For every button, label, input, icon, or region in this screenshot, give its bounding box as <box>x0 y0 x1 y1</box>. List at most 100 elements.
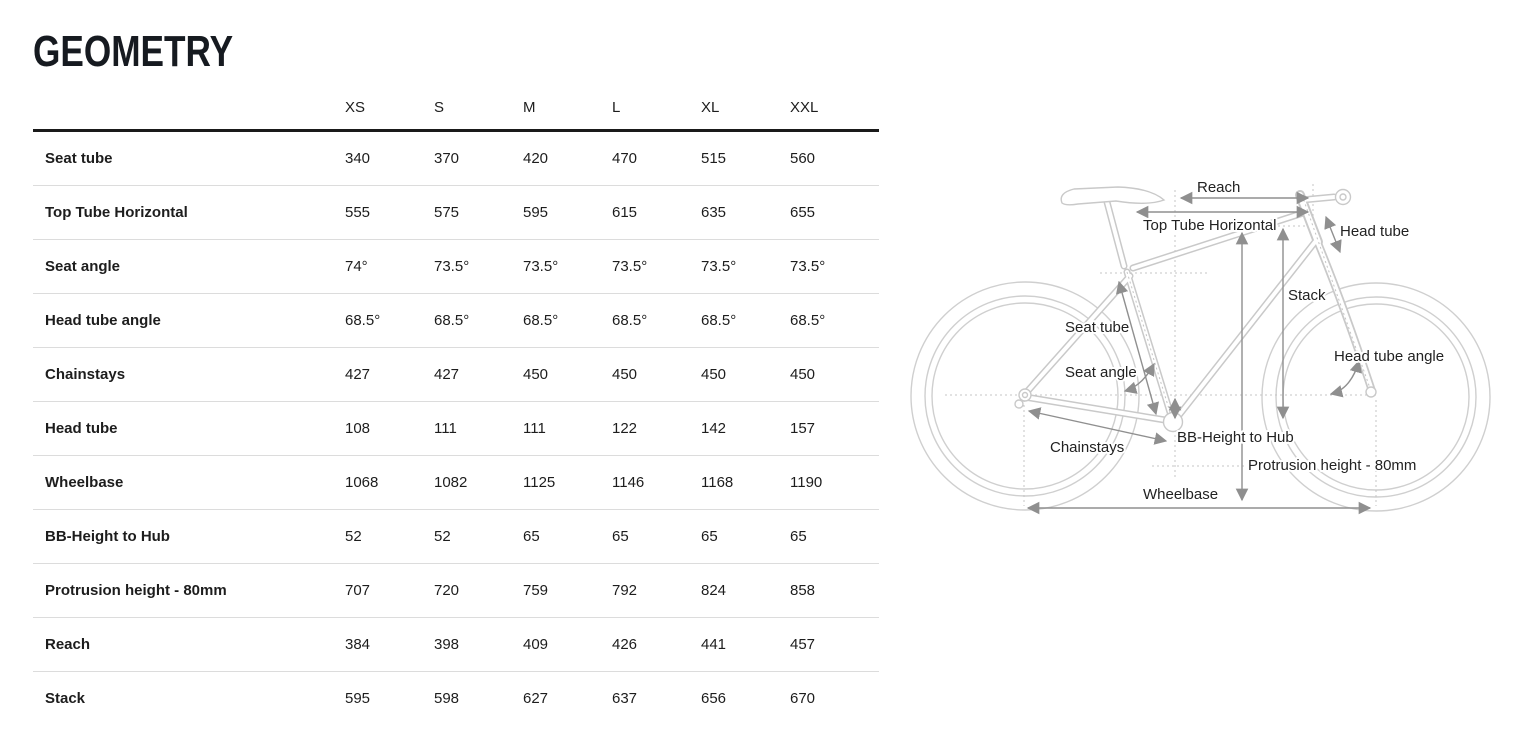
row-value: 595 <box>345 690 371 707</box>
row-label: Seat tube <box>45 150 113 167</box>
rear-hub-axle <box>1021 391 1029 399</box>
row-value: 398 <box>434 636 460 653</box>
diagram-label-head-tube: Head tube <box>1340 223 1409 240</box>
row-value: 73.5° <box>701 258 737 275</box>
diagram-label-head-tube-angle: Head tube angle <box>1334 348 1444 365</box>
row-value: 370 <box>434 150 460 167</box>
row-value: 65 <box>523 528 540 545</box>
row-label: Head tube angle <box>45 312 161 329</box>
row-value: 74° <box>345 258 368 275</box>
diagram-label-chainstays: Chainstays <box>1050 439 1124 456</box>
row-value: 670 <box>790 690 816 707</box>
table-row: BB-Height to Hub 52 52 65 65 65 65 <box>33 510 879 564</box>
diagram-label-protrusion-height: Protrusion height - 80mm <box>1248 457 1416 474</box>
diagram-label-stack: Stack <box>1288 287 1326 304</box>
table-row: Chainstays 427 427 450 450 450 450 <box>33 348 879 402</box>
table-row: Protrusion height - 80mm 707 720 759 792 824 8… <box>33 564 879 618</box>
row-value: 1168 <box>701 474 734 491</box>
row-label: Protrusion height - 80mm <box>45 582 227 599</box>
row-value: 52 <box>345 528 362 545</box>
table-row: Wheelbase 1068 1082 1125 1146 1168 1190 <box>33 456 879 510</box>
row-value: 73.5° <box>612 258 648 275</box>
row-value: 792 <box>612 582 638 599</box>
row-value: 68.5° <box>701 312 737 329</box>
row-value: 1190 <box>790 474 823 491</box>
row-value: 65 <box>701 528 718 545</box>
chainstays-arrow <box>1027 407 1168 445</box>
row-value: 68.5° <box>434 312 470 329</box>
row-value: 637 <box>612 690 638 707</box>
row-value: 615 <box>612 204 638 221</box>
row-value: 655 <box>790 204 816 221</box>
row-value: 759 <box>523 582 549 599</box>
row-value: 420 <box>523 150 549 167</box>
row-value: 340 <box>345 150 371 167</box>
row-label: Chainstays <box>45 366 126 383</box>
table-row: Seat angle 74° 73.5° 73.5° 73.5° 73.5° 73.5° <box>33 240 879 294</box>
column-header: XL <box>701 98 720 116</box>
row-value: 73.5° <box>790 258 826 275</box>
row-label: BB-Height to Hub <box>45 528 170 545</box>
row-value: 824 <box>701 582 727 599</box>
column-header: S <box>434 98 445 116</box>
row-value: 68.5° <box>345 312 381 329</box>
diagram-labels: Reach Top Tube Horizontal Head tube Stac… <box>1048 177 1446 505</box>
row-value: 450 <box>701 366 727 383</box>
row-value: 707 <box>345 582 371 599</box>
diagram-label-bb-height-to-hub: BB-Height to Hub <box>1177 429 1294 446</box>
row-value: 111 <box>523 420 546 437</box>
column-header: XS <box>345 98 366 116</box>
row-value: 858 <box>790 582 816 599</box>
table-row: Reach 384 398 409 426 441 457 <box>33 618 879 672</box>
diagram-label-top-tube-horizontal: Top Tube Horizontal <box>1143 217 1276 234</box>
row-value: 68.5° <box>612 312 648 329</box>
row-label: Reach <box>45 636 91 653</box>
row-label: Head tube <box>45 420 118 437</box>
row-value: 555 <box>345 204 371 221</box>
diagram-label-reach: Reach <box>1197 179 1240 196</box>
table-row: Seat tube 340 370 420 470 515 560 <box>33 132 879 186</box>
geometry-table: XS S M L XL XXL Seat tube 340 370 420 470 515 560 To… <box>33 85 879 725</box>
row-value: 65 <box>790 528 807 545</box>
row-value: 108 <box>345 420 371 437</box>
table-row: Head tube angle 68.5° 68.5° 68.5° 68.5° 68.5°… <box>33 294 879 348</box>
dimension-arrows <box>1026 191 1372 515</box>
table-row: Stack 595 598 627 637 656 670 <box>33 672 879 725</box>
row-value: 441 <box>701 636 727 653</box>
diagram-label-seat-tube: Seat tube <box>1065 319 1129 336</box>
row-value: 68.5° <box>523 312 559 329</box>
row-value: 560 <box>790 150 816 167</box>
row-value: 73.5° <box>434 258 470 275</box>
row-value: 427 <box>345 366 371 383</box>
table-row: Head tube 108 111 111 122 142 157 <box>33 402 879 456</box>
row-value: 65 <box>612 528 629 545</box>
row-value: 73.5° <box>523 258 559 275</box>
row-value: 515 <box>701 150 727 167</box>
row-value: 470 <box>612 150 638 167</box>
row-value: 142 <box>701 420 727 437</box>
row-value: 52 <box>434 528 451 545</box>
row-value: 1146 <box>612 474 645 491</box>
saddle <box>1060 186 1166 206</box>
row-label: Top Tube Horizontal <box>45 204 188 221</box>
page-title: GEOMETRY <box>33 27 234 76</box>
table-row: Top Tube Horizontal 555 575 595 615 635 655 <box>33 186 879 240</box>
head-tube-angle-arc <box>1329 359 1362 398</box>
row-label: Wheelbase <box>45 474 124 491</box>
row-value: 595 <box>523 204 549 221</box>
column-header: M <box>523 98 536 116</box>
row-value: 450 <box>523 366 549 383</box>
column-header: XXL <box>790 98 819 116</box>
seat-angle-arc <box>1123 362 1155 394</box>
row-value: 427 <box>434 366 460 383</box>
head-tube-arrow <box>1324 215 1342 254</box>
row-value: 68.5° <box>790 312 826 329</box>
row-value: 122 <box>612 420 638 437</box>
diagram-label-seat-angle: Seat angle <box>1065 364 1137 381</box>
row-value: 157 <box>790 420 816 437</box>
row-value: 111 <box>434 420 457 437</box>
row-value: 450 <box>612 366 638 383</box>
bike-diagram: Reach Top Tube Horizontal Head tube Stac… <box>910 177 1491 515</box>
row-value: 575 <box>434 204 460 221</box>
row-value: 627 <box>523 690 549 707</box>
